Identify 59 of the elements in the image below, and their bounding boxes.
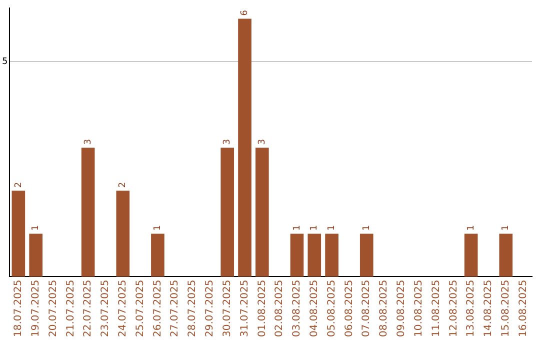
data-label: 3 bbox=[83, 139, 94, 145]
data-label: 1 bbox=[362, 225, 372, 231]
x-tick-label: 21.07.2025 bbox=[65, 280, 76, 338]
data-label: 1 bbox=[327, 225, 338, 231]
data-label: 1 bbox=[31, 225, 42, 231]
x-tick-label: 29.07.2025 bbox=[204, 280, 216, 338]
bar bbox=[81, 148, 95, 277]
x-tick-label: 04.08.2025 bbox=[308, 280, 320, 338]
data-label: 1 bbox=[292, 225, 302, 231]
x-tick-label: 20.07.2025 bbox=[48, 280, 59, 338]
data-label: 1 bbox=[501, 225, 512, 231]
x-tick-label: 09.08.2025 bbox=[396, 280, 408, 338]
bar bbox=[29, 234, 42, 277]
data-label: 1 bbox=[310, 225, 320, 231]
x-tick-label: 06.08.2025 bbox=[344, 280, 355, 338]
bar bbox=[325, 234, 338, 277]
x-tick-label: 22.07.2025 bbox=[82, 280, 94, 338]
x-tick-label: 26.07.2025 bbox=[152, 280, 164, 338]
data-label: 2 bbox=[14, 182, 24, 188]
bar bbox=[151, 234, 164, 277]
bar bbox=[499, 234, 513, 277]
x-tick-label: 16.08.2025 bbox=[518, 280, 529, 338]
x-tick-label: 03.08.2025 bbox=[292, 280, 303, 338]
x-tick-label: 27.07.2025 bbox=[170, 280, 181, 338]
bar bbox=[290, 234, 304, 277]
data-label: 3 bbox=[258, 139, 268, 145]
x-tick-label: 02.08.2025 bbox=[274, 280, 286, 338]
x-tick-label: 11.08.2025 bbox=[430, 280, 442, 338]
x-tick-label: 23.07.2025 bbox=[100, 280, 112, 338]
x-tick-label: 18.07.2025 bbox=[13, 280, 24, 338]
data-label: 1 bbox=[466, 225, 476, 231]
data-label: 6 bbox=[240, 10, 250, 16]
x-tick-label: 25.07.2025 bbox=[134, 280, 146, 338]
x-tick-label: 14.08.2025 bbox=[483, 280, 494, 338]
data-label: 2 bbox=[118, 182, 128, 188]
bar bbox=[238, 18, 252, 277]
x-tick-label: 07.08.2025 bbox=[361, 280, 372, 338]
x-tick-label: 30.07.2025 bbox=[222, 280, 233, 338]
bar bbox=[464, 234, 478, 277]
x-tick-label: 19.07.2025 bbox=[30, 280, 42, 338]
x-tick-label: 05.08.2025 bbox=[326, 280, 338, 338]
x-tick-label: 24.07.2025 bbox=[117, 280, 128, 338]
x-tick-label: 15.08.2025 bbox=[500, 280, 512, 338]
y-tick-label: 5 bbox=[2, 57, 8, 68]
bar bbox=[256, 148, 269, 277]
bar bbox=[220, 148, 234, 277]
x-tick-label: 31.07.2025 bbox=[239, 280, 250, 338]
x-tick-label: 28.07.2025 bbox=[187, 280, 198, 338]
data-label: 1 bbox=[153, 225, 164, 231]
bar bbox=[116, 190, 130, 277]
x-tick-label: 10.08.2025 bbox=[413, 280, 424, 338]
bar bbox=[12, 190, 26, 277]
x-tick-label: 08.08.2025 bbox=[378, 280, 390, 338]
bar bbox=[360, 234, 374, 277]
x-tick-label: 13.08.2025 bbox=[466, 280, 477, 338]
x-tick-label: 01.08.2025 bbox=[256, 280, 268, 338]
data-label: 3 bbox=[222, 139, 233, 145]
bar bbox=[308, 234, 322, 277]
x-tick-label: 12.08.2025 bbox=[448, 280, 460, 338]
